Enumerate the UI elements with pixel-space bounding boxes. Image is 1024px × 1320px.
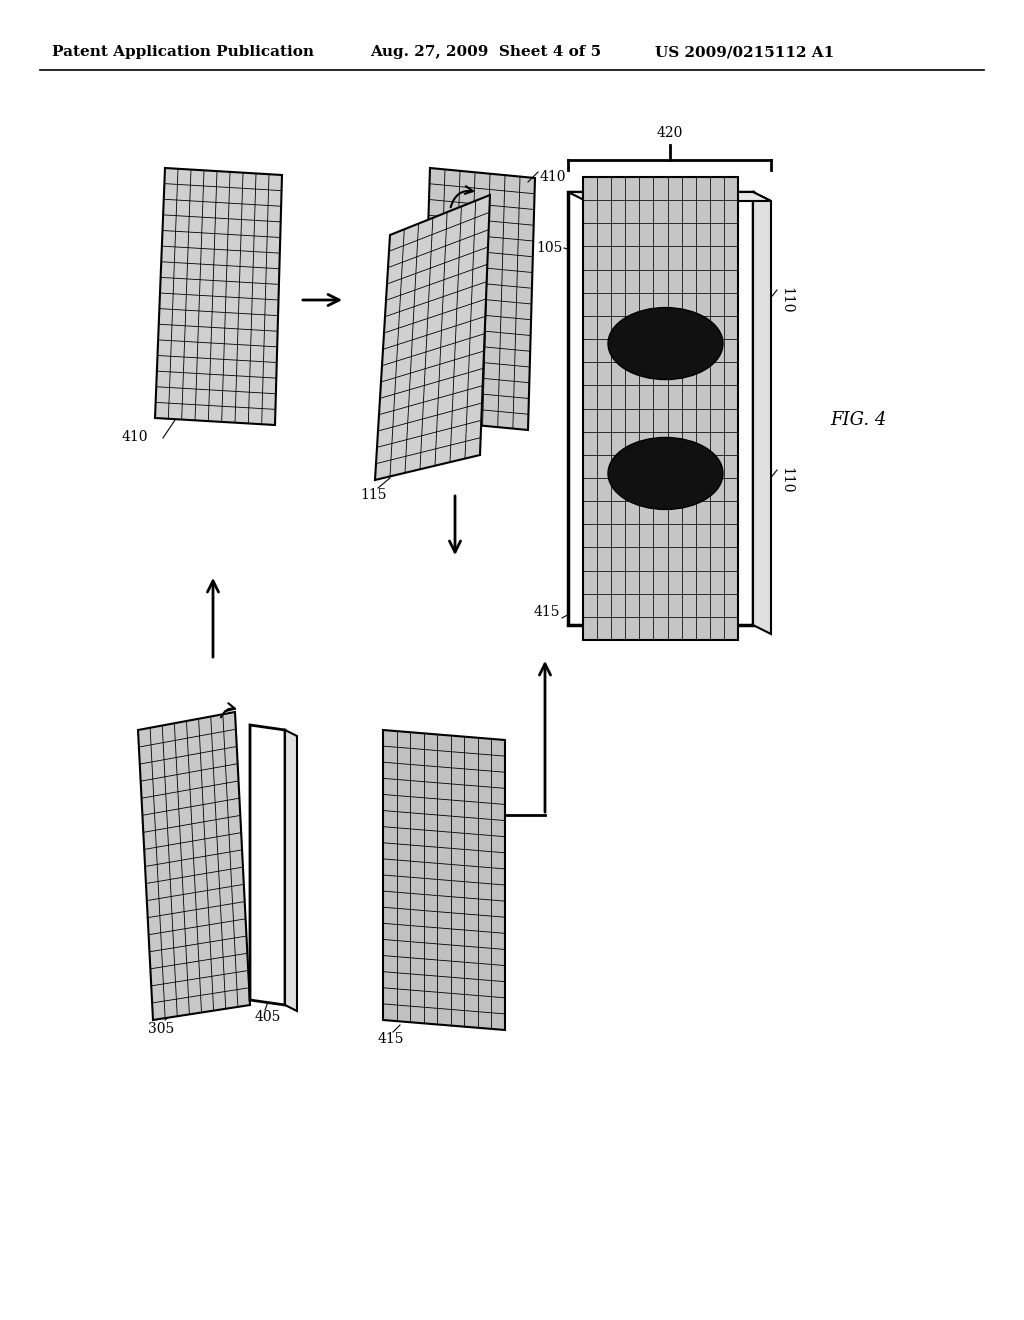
- Text: 415: 415: [534, 605, 560, 619]
- Polygon shape: [250, 725, 285, 1005]
- Polygon shape: [583, 177, 738, 640]
- Text: Patent Application Publication: Patent Application Publication: [52, 45, 314, 59]
- Text: 415: 415: [378, 1032, 404, 1045]
- Polygon shape: [285, 730, 297, 1011]
- Text: FIG. 4: FIG. 4: [830, 411, 887, 429]
- Polygon shape: [155, 168, 282, 425]
- Text: 110: 110: [779, 286, 793, 313]
- Polygon shape: [422, 168, 535, 430]
- Text: 410: 410: [122, 430, 148, 444]
- Polygon shape: [138, 711, 250, 1020]
- Ellipse shape: [608, 437, 723, 510]
- Text: 110: 110: [779, 467, 793, 494]
- Polygon shape: [383, 730, 505, 1030]
- Text: 420: 420: [656, 125, 683, 140]
- Text: 405: 405: [255, 1010, 282, 1024]
- Text: 115: 115: [360, 488, 386, 502]
- Polygon shape: [753, 191, 771, 634]
- Text: 105: 105: [537, 242, 563, 255]
- Text: Aug. 27, 2009  Sheet 4 of 5: Aug. 27, 2009 Sheet 4 of 5: [370, 45, 601, 59]
- Ellipse shape: [608, 308, 723, 380]
- Polygon shape: [568, 191, 753, 624]
- Polygon shape: [568, 191, 771, 201]
- Polygon shape: [375, 195, 490, 480]
- Text: 410: 410: [540, 170, 566, 183]
- Text: 305: 305: [148, 1022, 174, 1036]
- Text: US 2009/0215112 A1: US 2009/0215112 A1: [655, 45, 835, 59]
